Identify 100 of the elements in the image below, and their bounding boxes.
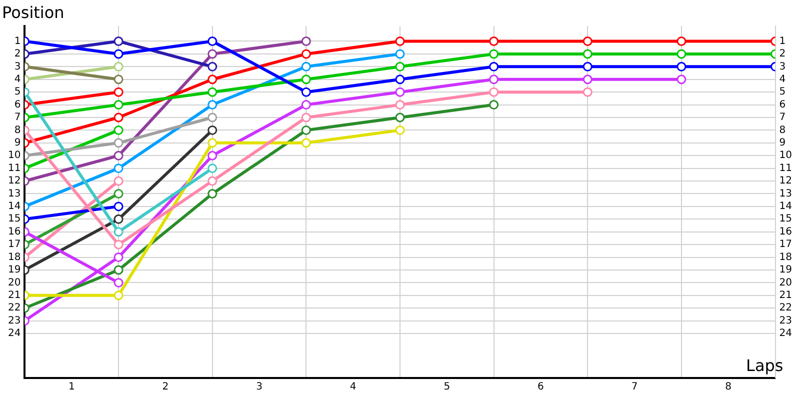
y-tick-label: 23 [8,315,21,326]
x-tick-label: 1 [68,382,75,393]
point [114,214,124,224]
y2-tick-label: 21 [779,290,792,301]
x-tick-label: 4 [350,382,356,393]
point [301,62,311,72]
y2-tick-label: 16 [779,226,792,238]
y-axis-title: Position [2,3,64,22]
point [114,36,124,46]
y-tick-label: 8 [14,124,21,136]
point [395,87,405,97]
point [676,36,686,46]
y2-tick-label: 23 [779,315,792,326]
point [208,138,218,148]
point [208,125,218,135]
y-tick-label: 1 [14,36,21,47]
y2-tick-label: 5 [779,86,786,98]
point [208,49,218,59]
x-tick-label: 6 [538,382,544,393]
y-tick-label: 12 [8,176,21,187]
y2-tick-label: 7 [779,112,786,124]
point [114,49,124,59]
point [676,62,686,72]
y2-tick-label: 19 [779,264,792,276]
y2-tick-label: 8 [779,124,786,136]
point [395,125,405,135]
y-tick-label: 15 [8,214,21,225]
point [301,138,311,148]
point [582,62,592,72]
point [114,252,124,262]
point [676,74,686,84]
point [582,49,592,59]
y2-tick-label: 20 [779,277,792,288]
point [114,290,124,300]
x-tick-label: 7 [631,382,638,393]
point [489,87,499,97]
point [208,62,218,72]
y2-tick-label: 17 [779,239,792,250]
point [582,87,592,97]
point [395,49,405,59]
x-tick-label: 3 [256,382,262,393]
point [676,49,686,59]
y2-tick-label: 1 [779,36,786,47]
point [208,87,218,97]
point [489,74,499,84]
point [114,100,124,110]
point [208,164,218,174]
point [301,49,311,59]
y-tick-label: 11 [8,162,21,174]
point [301,100,311,110]
x-tick-label: 2 [162,382,169,393]
point [582,36,592,46]
y2-tick-label: 24 [779,328,792,340]
point [582,74,592,84]
point [114,138,124,148]
y-tick-label: 19 [8,264,21,276]
point [208,150,218,160]
y2-tick-label: 12 [779,176,792,187]
y-tick-label: 10 [8,150,21,162]
point [301,87,311,97]
point [114,150,124,160]
y-tick-label: 22 [8,302,21,314]
y-tick-label: 6 [14,99,21,110]
point [301,36,311,46]
point [208,176,218,186]
y2-tick-label: 13 [779,188,792,200]
y2-tick-label: 9 [779,138,786,149]
point [114,164,124,174]
x-tick-label: 8 [725,382,732,393]
point [301,112,311,122]
y-tick-label: 24 [8,328,21,340]
y2-tick-label: 6 [779,99,786,110]
point [489,62,499,72]
y2-tick-label: 10 [779,150,792,162]
point [395,100,405,110]
point [489,100,499,110]
y-tick-label: 17 [8,239,21,250]
point [395,62,405,72]
y2-tick-label: 3 [779,61,786,72]
point [395,74,405,84]
x-tick-label: 5 [444,382,450,393]
x-axis-title: Laps [746,356,784,376]
point [114,265,124,275]
y-tick-label: 21 [8,290,21,301]
y-tick-label: 13 [8,188,21,200]
point [208,36,218,46]
y-tick-label: 5 [14,86,21,98]
y2-tick-label: 18 [779,252,792,263]
point [395,36,405,46]
point [208,112,218,122]
y2-tick-label: 22 [779,302,792,314]
y2-tick-label: 4 [779,74,786,85]
point [301,125,311,135]
point [114,240,124,250]
point [208,100,218,110]
y2-tick-label: 2 [779,48,786,60]
y-tick-label: 9 [14,138,21,149]
y2-tick-label: 15 [779,214,792,225]
y-tick-label: 4 [14,74,21,85]
y-tick-label: 14 [8,201,21,212]
